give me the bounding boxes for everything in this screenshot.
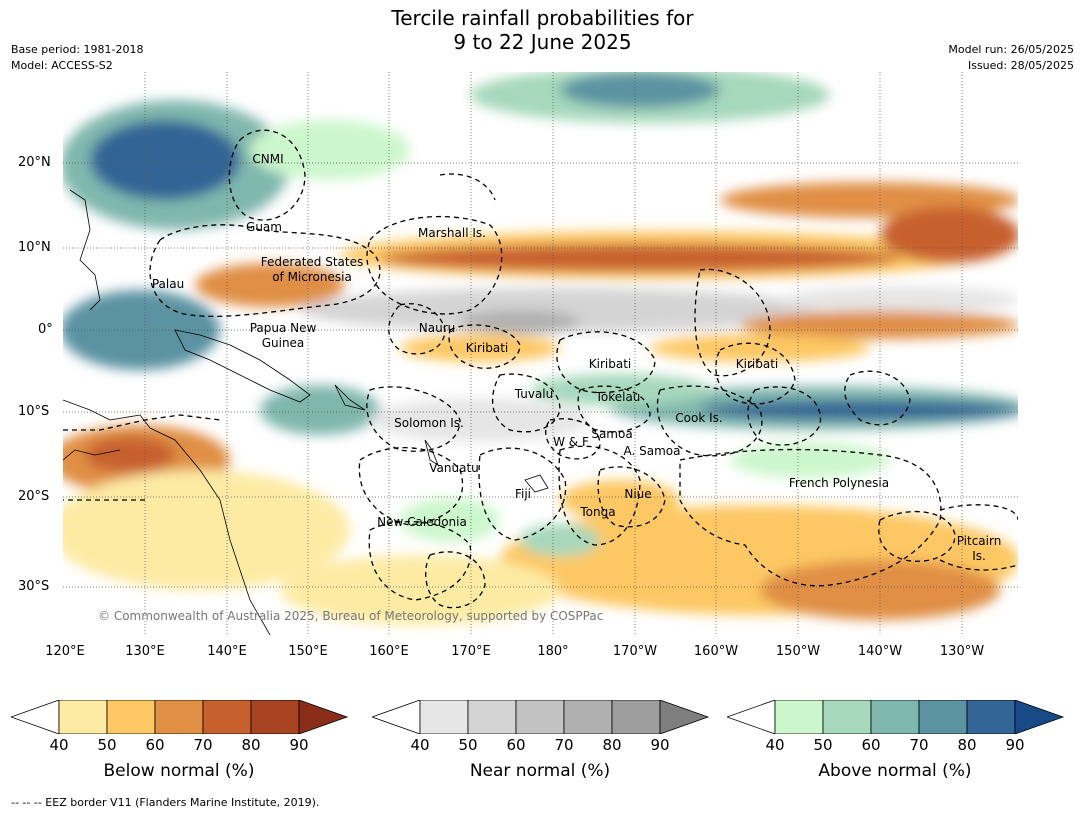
colorbar-below-swatches <box>11 700 349 734</box>
colorbar-above-normal <box>727 700 1065 734</box>
meta-left: Base period: 1981-2018 Model: ACCESS-S2 <box>11 42 143 74</box>
region-american-samoa: A. Samoa <box>623 444 681 458</box>
near-tick-90: 90 <box>650 736 670 754</box>
above-normal-label: Above normal (%) <box>818 761 972 781</box>
region-guam: Guam <box>246 220 282 234</box>
lon-label-130e: 130°E <box>125 644 165 659</box>
above-tick-60: 60 <box>861 736 881 754</box>
lon-label-170w: 170°W <box>612 644 658 659</box>
lon-label-180: 180° <box>537 644 569 659</box>
near-normal-label: Near normal (%) <box>469 761 611 781</box>
model-run: Model run: 26/05/2025 <box>948 43 1074 56</box>
probability-field <box>63 72 1018 635</box>
lon-label-130w: 130°W <box>939 644 985 659</box>
region-fsm-line2: of Micronesia <box>272 270 352 284</box>
region-solomon-is: Solomon Is. <box>394 416 464 430</box>
near-tick-50: 50 <box>458 736 478 754</box>
eez-borders <box>63 129 1018 609</box>
region-tokelau: Tokelau <box>595 390 641 404</box>
above-tick-70: 70 <box>909 736 929 754</box>
colorbar-near-swatches <box>372 700 710 734</box>
below-tick-80: 80 <box>241 736 261 754</box>
below-tick-70: 70 <box>193 736 213 754</box>
region-png-line1: Papua New <box>249 321 317 335</box>
title-line-1: Tercile rainfall probabilities for <box>391 6 694 30</box>
lon-label-160e: 160°E <box>369 644 409 659</box>
lat-label-10n: 10°N <box>18 240 51 255</box>
region-french-polynesia: French Polynesia <box>788 476 890 490</box>
region-tonga: Tonga <box>580 505 616 519</box>
copyright-notice: © Commonwealth of Australia 2025, Bureau… <box>98 609 604 623</box>
lon-label-140w: 140°W <box>857 644 903 659</box>
below-tick-90: 90 <box>289 736 309 754</box>
region-marshall-is: Marshall Is. <box>418 226 486 240</box>
chart-title: Tercile rainfall probabilities for 9 to … <box>0 6 1085 54</box>
lon-label-160w: 160°W <box>693 644 739 659</box>
region-fsm-line1: Federated States <box>260 255 364 269</box>
region-palau: Palau <box>151 277 185 291</box>
above-tick-90: 90 <box>1005 736 1025 754</box>
lat-label-20n: 20°N <box>18 155 51 170</box>
region-png-line2: Guinea <box>261 336 305 350</box>
lon-label-150e: 150°E <box>288 644 328 659</box>
region-kiribati-west: Kiribati <box>465 341 509 355</box>
meta-right: Model run: 26/05/2025 Issued: 28/05/2025 <box>948 42 1074 74</box>
graticule <box>63 72 1018 635</box>
near-tick-40: 40 <box>410 736 430 754</box>
base-period: Base period: 1981-2018 <box>11 43 144 56</box>
colorbar-below-normal <box>11 700 349 734</box>
lon-label-150w: 150°W <box>775 644 821 659</box>
region-vanuatu: Vanuatu <box>429 461 479 475</box>
coastlines <box>63 189 549 635</box>
region-pitcairn-line2: Is. <box>972 549 986 563</box>
below-normal-label: Below normal (%) <box>103 761 255 781</box>
lon-label-120e: 120°E <box>45 644 85 659</box>
region-new-caledonia: New Caledonia <box>377 515 467 529</box>
region-pitcairn-line1: Pitcairn <box>956 534 1002 548</box>
region-cnmi: CNMI <box>252 152 284 166</box>
below-tick-60: 60 <box>145 736 165 754</box>
lat-label-20s: 20°S <box>18 489 50 504</box>
above-tick-40: 40 <box>765 736 785 754</box>
near-tick-70: 70 <box>554 736 574 754</box>
below-tick-40: 40 <box>49 736 69 754</box>
region-kiribati-central: Kiribati <box>588 357 632 371</box>
above-tick-80: 80 <box>957 736 977 754</box>
near-tick-80: 80 <box>602 736 622 754</box>
model-name: Model: ACCESS-S2 <box>11 59 113 72</box>
region-kiribati-east: Kiribati <box>735 357 779 371</box>
lon-label-170e: 170°E <box>451 644 491 659</box>
region-fiji: Fiji <box>514 487 532 501</box>
region-niue: Niue <box>624 487 652 501</box>
region-samoa: Samoa <box>591 427 633 441</box>
below-tick-50: 50 <box>97 736 117 754</box>
title-line-2: 9 to 22 June 2025 <box>453 30 632 54</box>
colorbar-above-swatches <box>727 700 1065 734</box>
lat-label-30s: 30°S <box>18 579 50 594</box>
region-tuvalu: Tuvalu <box>514 387 554 401</box>
lon-label-140e: 140°E <box>207 644 247 659</box>
colorbar-near-normal <box>372 700 710 734</box>
region-cook-is: Cook Is. <box>675 411 723 425</box>
near-tick-60: 60 <box>506 736 526 754</box>
region-nauru: Nauru <box>418 321 456 335</box>
region-wallis-futuna: W & F <box>553 435 589 449</box>
forecast-map <box>63 72 1018 635</box>
above-tick-50: 50 <box>813 736 833 754</box>
lat-label-0: 0° <box>38 322 53 337</box>
lat-label-10s: 10°S <box>18 404 50 419</box>
eez-footnote: -- -- -- EEZ border V11 (Flanders Marine… <box>11 796 320 809</box>
issued-date: Issued: 28/05/2025 <box>967 59 1074 72</box>
